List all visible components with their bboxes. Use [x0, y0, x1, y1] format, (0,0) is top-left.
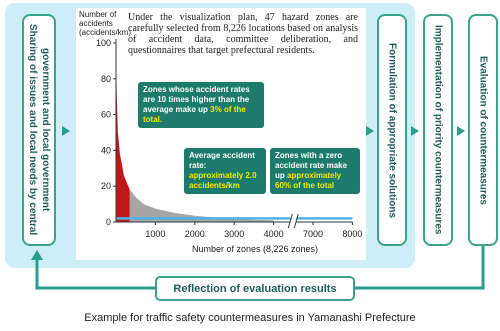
arrow [62, 126, 70, 136]
plot: 0 20 40 60 80 100 1000 2000 3000 4000 7000 8000 [96, 38, 362, 239]
y-tick-label: 0 [106, 217, 111, 227]
step-box: Formulation of appropriate solutions [377, 14, 407, 246]
callout: Zones with a zero accident rate make up … [270, 148, 360, 194]
x-tick-label: 7000 [303, 229, 323, 239]
callout-text: Average accident rate: [189, 151, 255, 170]
feedback-line [35, 258, 155, 290]
caption: Example for traffic safety countermeasur… [84, 312, 416, 324]
feedback-box: Reflection of evaluation results [155, 276, 355, 301]
arrow [31, 250, 43, 260]
axis-break [290, 213, 297, 229]
x-tick-label: 4000 [264, 229, 284, 239]
arrow [457, 126, 465, 136]
y-tick-label: 20 [101, 181, 111, 191]
x-tick-label: 1000 [145, 229, 165, 239]
callout-text: Zones whose accident rates are 10 times … [143, 85, 250, 114]
area [116, 51, 130, 223]
arrow [411, 126, 419, 136]
arrow [366, 126, 374, 136]
callout: Zones whose accident rates are 10 times … [138, 82, 264, 128]
step-box: Implementation of priority countermeasur… [423, 14, 453, 246]
callout-highlight: 3% of the total. [143, 105, 246, 124]
x-tick-label: 3000 [224, 229, 244, 239]
x-tick-label: 2000 [185, 229, 205, 239]
arrows [31, 126, 485, 290]
callout-text: Zones with a zero accident rate make up [275, 151, 348, 180]
y-tick-label: 80 [101, 74, 111, 84]
callout-highlight: approximately 2.0 accidents/km [189, 171, 257, 190]
y-tick-label: 40 [101, 145, 111, 155]
y-tick-label: 100 [96, 38, 111, 48]
axis-break [287, 213, 299, 229]
callout: Average accident rate: approximately 2.0 … [184, 148, 266, 194]
y-axis-label: Number of accidents (accidents/km) [79, 10, 132, 37]
x-axis-label: Number of zones (8,226 zones) [191, 244, 319, 254]
y-tick-label: 60 [101, 110, 111, 120]
left-box: Sharing of issues and local needs by cen… [22, 14, 56, 246]
description: Under the visualization plan, 47 hazard … [128, 12, 358, 56]
step-box: Evaluation of countermeasures [468, 14, 498, 246]
callout-highlight: approximately 60% of the total [275, 171, 342, 190]
feedback-line [355, 245, 485, 290]
x-tick-label: 8000 [342, 229, 362, 239]
area [129, 189, 274, 222]
